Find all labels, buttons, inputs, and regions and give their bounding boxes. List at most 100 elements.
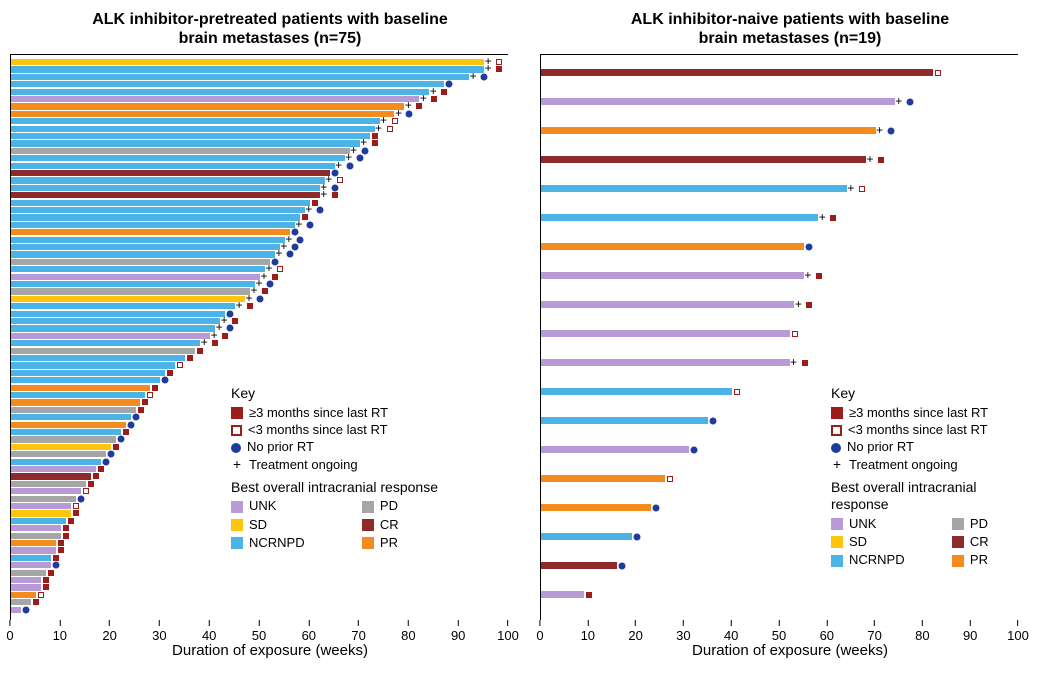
x-tick-label: 60 [820,626,834,643]
legend-label: Treatment ongoing [849,457,958,473]
treatment-ongoing-marker: + [790,359,798,367]
bar-fill [11,592,36,598]
legend-swatch [952,536,964,548]
no-prior-rt-marker [331,184,338,191]
rt-ge3m-marker [63,533,69,539]
bar-fill [11,89,429,95]
no-prior-rt-marker [887,127,894,134]
legend-label: UNK [849,516,876,532]
rt-ge3m-marker [33,599,39,605]
legend-key-title: Key [831,385,1018,403]
bar-fill [541,359,790,366]
treatment-ongoing-marker: + [484,65,492,73]
x-tick-label: 20 [102,626,116,643]
x-tick: 50 [252,620,266,643]
bar-fill [541,591,584,598]
x-tick-label: 60 [302,626,316,643]
legend-response-item: UNK [231,498,344,514]
rt-ge3m-marker [586,592,592,598]
bar-fill [11,481,86,487]
rt-ge3m-marker [212,340,218,346]
rt-lt3m-marker [83,488,89,494]
legend: Key ≥3 months since last RT<3 months sinc… [831,385,1018,568]
bar-fill [541,69,933,76]
legend-response-item: PR [952,552,1018,568]
rt-ge3m-marker [496,66,502,72]
no-prior-rt-marker [291,244,298,251]
treatment-ongoing-marker: + [876,127,884,135]
x-tick-label: 100 [497,626,519,643]
bar-fill [11,547,56,553]
bar-fill [11,192,320,198]
legend-label: No prior RT [847,439,914,455]
bar-fill [11,570,46,576]
x-axis: 0102030405060708090100 Duration of expos… [540,620,1040,666]
rt-ge3m-marker [802,360,808,366]
bar-fill [11,214,300,220]
treatment-ongoing-marker: + [320,191,328,199]
x-tick: 30 [676,620,690,643]
legend-response-item: PR [362,535,438,551]
rt-ge3m-marker [43,577,49,583]
x-tick: 90 [963,620,977,643]
treatment-ongoing-marker: + [469,73,477,81]
legend-item: ≥3 months since last RT [831,405,1018,421]
legend-swatch [231,443,241,453]
bar-fill [11,207,305,213]
x-tick: 30 [152,620,166,643]
treatment-ongoing-marker: + [429,88,437,96]
rt-lt3m-marker [859,186,865,192]
bar-fill [11,140,360,146]
x-tick: 10 [53,620,67,643]
legend-response-item: SD [831,534,934,550]
rt-ge3m-marker [431,96,437,102]
rt-lt3m-marker [147,392,153,398]
x-tick: 70 [351,620,365,643]
rt-lt3m-marker [38,592,44,598]
panel-pretreated: ALK inhibitor-pretreated patients with b… [10,8,530,666]
x-tick: 80 [401,620,415,643]
treatment-ongoing-marker: + [847,185,855,193]
legend-key-title: Key [231,385,438,403]
rt-ge3m-marker [816,273,822,279]
rt-ge3m-marker [138,407,144,413]
bar-fill [11,562,51,568]
legend-swatch [362,501,374,513]
bar-fill [11,362,175,368]
bar-fill [11,385,150,391]
legend-label: <3 months since last RT [848,422,988,438]
bar-fill [11,584,41,590]
legend-swatch [952,555,964,567]
rt-lt3m-marker [387,126,393,132]
rt-ge3m-marker [878,157,884,163]
bar-fill [11,407,136,413]
bar-fill [11,170,330,176]
bar-fill [11,473,91,479]
panel-title: ALK inhibitor-pretreated patients with b… [10,8,530,54]
bar-fill [11,325,215,331]
bar-fill [11,229,290,235]
bar-fill [11,59,484,65]
legend-item: No prior RT [231,439,438,455]
rt-lt3m-marker [392,118,398,124]
no-prior-rt-marker [633,533,640,540]
x-tick: 100 [1007,620,1029,643]
legend-label: NCRNPD [249,535,305,551]
legend-item: <3 months since last RT [231,422,438,438]
bar-fill [11,436,116,442]
rt-ge3m-marker [332,192,338,198]
rt-ge3m-marker [98,466,104,472]
rt-ge3m-marker [113,444,119,450]
rt-ge3m-marker [43,584,49,590]
no-prior-rt-marker [446,81,453,88]
bar-fill [11,222,295,228]
no-prior-rt-marker [619,562,626,569]
x-tick: 20 [628,620,642,643]
bar-fill [11,533,61,539]
bar-fill [11,237,285,243]
x-tick: 20 [102,620,116,643]
rt-ge3m-marker [830,215,836,221]
no-prior-rt-marker [102,458,109,465]
legend-response-grid: UNKPDSDCRNCRNPDPR [231,498,438,551]
rt-lt3m-marker [935,70,941,76]
